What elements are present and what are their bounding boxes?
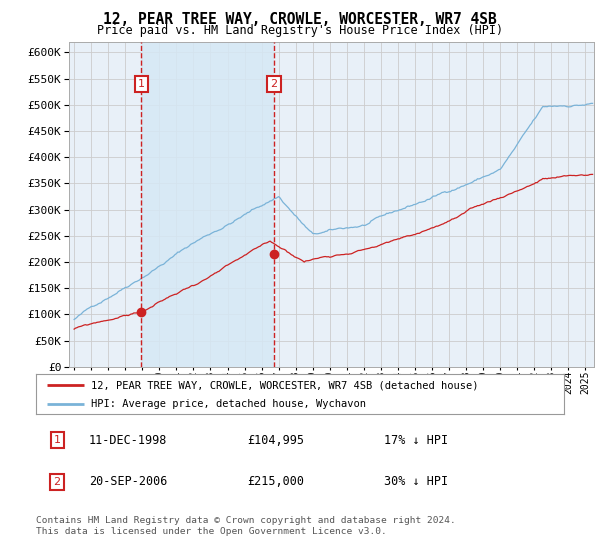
Text: 12, PEAR TREE WAY, CROWLE, WORCESTER, WR7 4SB: 12, PEAR TREE WAY, CROWLE, WORCESTER, WR… — [103, 12, 497, 27]
Text: 17% ↓ HPI: 17% ↓ HPI — [385, 434, 449, 447]
Text: 1: 1 — [53, 435, 61, 445]
Text: £104,995: £104,995 — [247, 434, 304, 447]
Text: 30% ↓ HPI: 30% ↓ HPI — [385, 475, 449, 488]
Text: 2: 2 — [53, 477, 61, 487]
Text: Price paid vs. HM Land Registry's House Price Index (HPI): Price paid vs. HM Land Registry's House … — [97, 24, 503, 37]
Text: 11-DEC-1998: 11-DEC-1998 — [89, 434, 167, 447]
Text: Contains HM Land Registry data © Crown copyright and database right 2024.
This d: Contains HM Land Registry data © Crown c… — [36, 516, 456, 536]
Text: £215,000: £215,000 — [247, 475, 304, 488]
Text: 20-SEP-2006: 20-SEP-2006 — [89, 475, 167, 488]
Text: 2: 2 — [271, 79, 277, 89]
Text: 1: 1 — [138, 79, 145, 89]
Bar — [142, 42, 274, 367]
Text: HPI: Average price, detached house, Wychavon: HPI: Average price, detached house, Wych… — [91, 399, 367, 409]
Text: 12, PEAR TREE WAY, CROWLE, WORCESTER, WR7 4SB (detached house): 12, PEAR TREE WAY, CROWLE, WORCESTER, WR… — [91, 380, 479, 390]
